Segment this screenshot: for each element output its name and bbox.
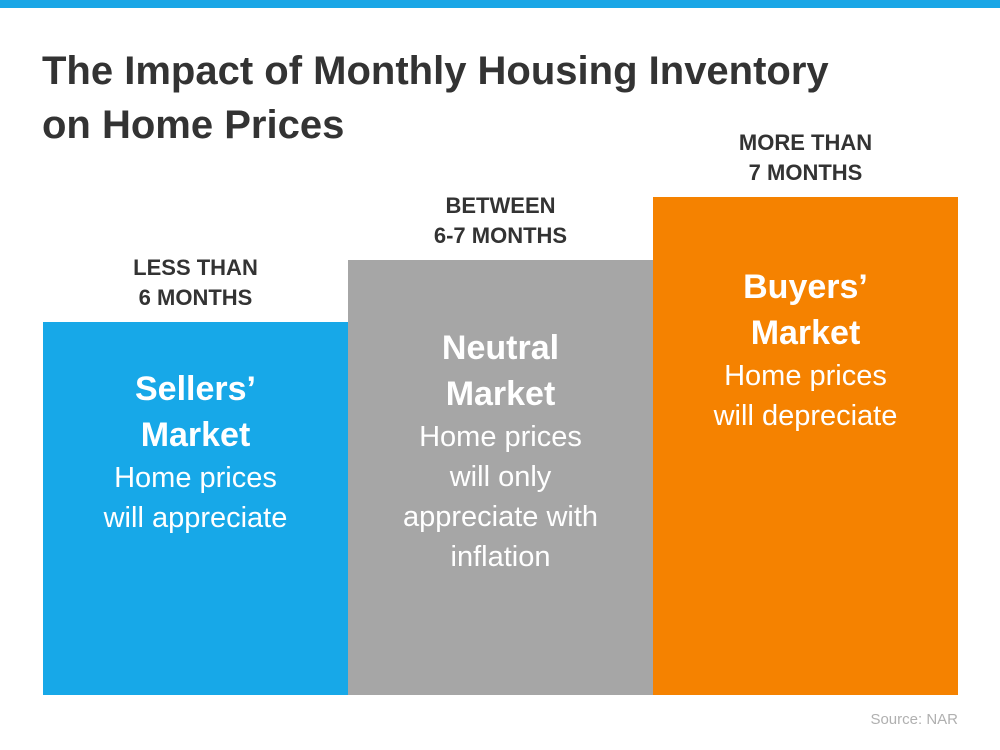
panel-header: MORE THAN 7 MONTHS xyxy=(653,128,958,188)
market-title: Market xyxy=(140,416,251,454)
market-title: Buyers’ xyxy=(743,268,868,306)
market-title: Neutral xyxy=(441,329,560,367)
title-line: The Impact of Monthly Housing Inventory xyxy=(42,49,829,93)
market-text: will depreciate xyxy=(713,400,898,432)
header-line: 6-7 MONTHS xyxy=(433,223,568,248)
market-title: Sellers’ xyxy=(135,370,256,408)
market-text: will only xyxy=(449,461,552,493)
header-line: 7 MONTHS xyxy=(748,160,863,185)
source: Source: NAR xyxy=(870,711,958,728)
header-line: BETWEEN xyxy=(445,193,556,218)
market-text: Home prices xyxy=(724,360,887,392)
header-line: 6 MONTHS xyxy=(138,285,253,310)
top-stripe xyxy=(0,0,1000,8)
market-panel: LESS THAN 6 MONTHS Sellers’ Market Home pric… xyxy=(43,255,348,695)
market-panel: MORE THAN 7 MONTHS Buyers’ Market Home price… xyxy=(653,130,958,695)
market-text: Home prices xyxy=(114,462,277,494)
market-text: will appreciate xyxy=(103,502,288,534)
title: The Impact of Monthly Housing Inventory … xyxy=(42,44,829,152)
panel-header: LESS THAN 6 MONTHS xyxy=(43,253,348,313)
header-line: MORE THAN xyxy=(738,130,873,155)
market-title: Market xyxy=(750,314,861,352)
title-line: on Home Prices xyxy=(42,103,345,147)
header-line: LESS THAN xyxy=(133,255,258,280)
market-title: Market xyxy=(445,375,556,413)
panel-header: BETWEEN 6-7 MONTHS xyxy=(348,191,653,251)
market-text: inflation xyxy=(450,541,551,573)
market-text: Home prices xyxy=(419,421,582,453)
market-text: appreciate with xyxy=(402,501,599,533)
market-panel: BETWEEN 6-7 MONTHS Neutral Market Home price… xyxy=(348,193,653,695)
